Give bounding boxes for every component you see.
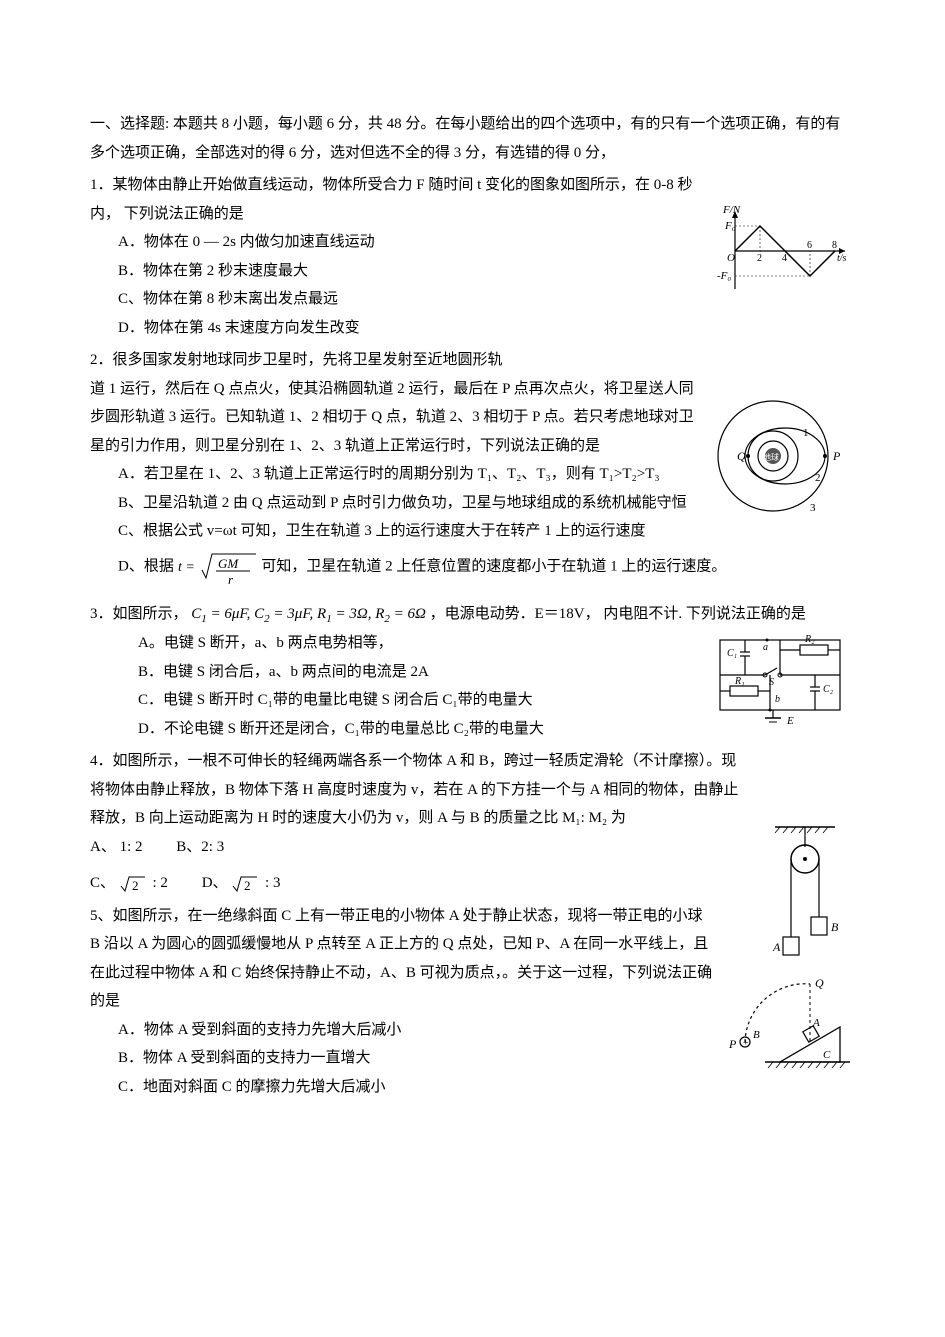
q1-option-c: C、物体在第 8 秒末离出发点最远 xyxy=(90,285,705,314)
figure-q5: Q + P B A C xyxy=(725,972,855,1082)
svg-text:1: 1 xyxy=(803,427,809,439)
svg-text:O: O xyxy=(727,252,735,264)
q2-d-formula: t = GM r xyxy=(178,546,258,588)
svg-text:C₂: C₂ xyxy=(823,684,834,695)
svg-text:a: a xyxy=(763,642,768,653)
svg-text:r: r xyxy=(228,572,234,587)
svg-text:F₀: F₀ xyxy=(724,220,736,232)
q4-stem: 4．如图所示，一根不可伸长的轻绳两端各系一个物体 A 和 B，跨过一轻质定滑轮（… xyxy=(90,747,745,833)
q5-option-a: A．物体 A 受到斜面的支持力先增大后减小 xyxy=(90,1016,715,1045)
q4-c-suffix: : 2 xyxy=(153,875,168,891)
svg-text:GM: GM xyxy=(218,556,239,571)
svg-text:F/N: F/N xyxy=(722,204,741,216)
svg-text:P: P xyxy=(832,449,841,463)
svg-text:6: 6 xyxy=(807,240,812,251)
svg-text:+: + xyxy=(743,1038,749,1049)
q4-option-d: D、 2 : 3 xyxy=(202,869,281,898)
svg-text:E: E xyxy=(786,715,794,727)
q3-option-a: A。电键 S 断开，a、b 两点电势相等， xyxy=(90,629,695,658)
svg-text:Q: Q xyxy=(737,449,746,463)
q2-d-prefix: D、根据 xyxy=(118,558,174,574)
svg-text:C: C xyxy=(823,1049,831,1061)
svg-text:2: 2 xyxy=(757,253,762,264)
figure-q3: C₁ a R₂ S R₁ b C₂ xyxy=(705,630,855,730)
question-3: C₁ a R₂ S R₁ b C₂ xyxy=(90,600,855,744)
q5-option-c: C．地面对斜面 C 的摩擦力先增大后减小 xyxy=(90,1073,715,1102)
svg-text:地球: 地球 xyxy=(763,452,779,462)
svg-text:t =: t = xyxy=(178,560,195,575)
svg-text:t/s: t/s xyxy=(837,253,847,264)
svg-text:C₁: C₁ xyxy=(727,648,737,659)
question-5: Q + P B A C 5、如图所示，在一绝缘斜面 C 上有一带正电的小物体 A… xyxy=(90,902,855,1102)
question-2: 地球 Q P 1 2 3 2．很多国家发射地球同步卫星时，先将卫星发射至近地圆形… xyxy=(90,346,855,588)
q3-stem-formula: C1 = 6μF, C2 = 3μF, R1 = 3Ω, R2 = 6Ω xyxy=(191,606,426,622)
q1-stem: 1．某物体由静止开始做直线运动，物体所受合力 F 随时间 t 变化的图象如图所示… xyxy=(90,171,705,228)
svg-text:-F₀: -F₀ xyxy=(717,270,731,282)
q4-c-prefix: C、 xyxy=(90,875,115,891)
section-header: 一、选择题: 本题共 8 小题，每小题 6 分，共 48 分。在每小题给出的四个… xyxy=(90,110,855,167)
q3-stem-prefix: 3．如图所示， xyxy=(90,606,188,622)
svg-text:A: A xyxy=(812,1017,820,1029)
svg-text:B: B xyxy=(753,1029,760,1041)
q3-stem-suffix: ，电源电动势．E＝18V， 内电阻不计. 下列说法正确的是 xyxy=(430,606,806,622)
q2-stem1: 2．很多国家发射地球同步卫星时，先将卫星发射至近地圆形轨 xyxy=(90,346,855,375)
q1-option-b: B．物体在第 2 秒末速度最大 xyxy=(90,257,705,286)
q5-option-b: B．物体 A 受到斜面的支持力一直增大 xyxy=(90,1044,715,1073)
header-text: 一、选择题: 本题共 8 小题，每小题 6 分，共 48 分。在每小题给出的四个… xyxy=(90,116,840,161)
svg-text:2: 2 xyxy=(815,472,821,484)
figure-q1: F/N F₀ -F₀ O 2 4 6 8 t/s xyxy=(715,201,855,301)
svg-text:R₂: R₂ xyxy=(804,634,815,645)
svg-text:4: 4 xyxy=(782,253,787,264)
svg-text:R₁: R₁ xyxy=(734,676,745,687)
q4-option-c: C、 2 : 2 xyxy=(90,869,168,898)
q2-option-d: D、根据 t = GM r 可知，卫星在轨道 2 上任意位置的速度都小于在轨道 … xyxy=(90,546,855,588)
q4-option-b: B、2: 3 xyxy=(176,833,224,862)
q4-options-row2: C、 2 : 2 D、 2 : 3 xyxy=(90,869,855,898)
q2-stem2: 道 1 运行，然后在 Q 点点火，使其沿椭圆轨道 2 运行，最后在 P 点再次点… xyxy=(90,375,695,461)
svg-text:3: 3 xyxy=(810,502,816,514)
q2-d-suffix: 可知，卫星在轨道 2 上任意位置的速度都小于在轨道 1 上的运行速度。 xyxy=(261,558,726,574)
q3-option-d: D．不论电键 S 断开还是闭合，C₁带的电量总比 C₂带的电量大 xyxy=(90,715,695,744)
svg-text:Q: Q xyxy=(815,976,824,990)
q2-option-a: A．若卫星在 1、2、3 轨道上正常运行时的周期分别为 T₁、T₂、T₃，则有 … xyxy=(90,460,695,489)
q4-d-suffix: : 3 xyxy=(265,875,280,891)
q1-option-a: A．物体在 0 — 2s 内做匀加速直线运动 xyxy=(90,228,705,257)
q1-option-d: D．物体在第 4s 末速度方向发生改变 xyxy=(90,314,705,343)
figure-q2: 地球 Q P 1 2 3 xyxy=(705,386,855,526)
q3-option-c: C．电键 S 断开时 C₁带的电量比电键 S 闭合后 C₁带的电量大 xyxy=(90,686,695,715)
svg-text:8: 8 xyxy=(832,240,837,251)
q3-option-b: B．电键 S 闭合后，a、b 两点间的电流是 2A xyxy=(90,658,695,687)
question-4: A B 4．如图所示，一根不可伸长的轻绳两端各系一个物体 A 和 B，跨过一轻质… xyxy=(90,747,855,898)
q4-d-prefix: D、 xyxy=(202,875,228,891)
question-1: F/N F₀ -F₀ O 2 4 6 8 t/s 1．某物体由静止开始做直线运动… xyxy=(90,171,855,342)
svg-text:2: 2 xyxy=(244,878,251,893)
q4-option-a: A、 1: 2 xyxy=(90,833,143,862)
q4-options-row1: A、 1: 2 B、2: 3 xyxy=(90,833,855,862)
svg-text:P: P xyxy=(728,1037,737,1051)
svg-text:b: b xyxy=(775,694,780,705)
q5-stem: 5、如图所示，在一绝缘斜面 C 上有一带正电的小物体 A 处于静止状态，现将一带… xyxy=(90,902,715,1016)
svg-text:2: 2 xyxy=(132,878,139,893)
